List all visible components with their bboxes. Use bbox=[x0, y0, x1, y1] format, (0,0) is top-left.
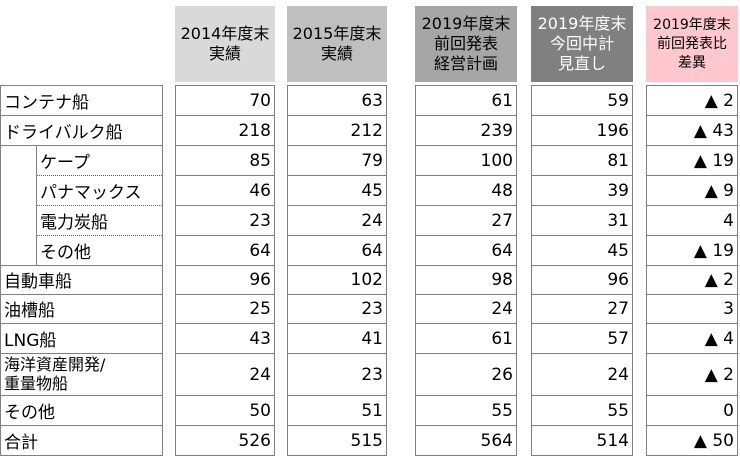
cell-offshore-heavylift-col1: 24 bbox=[175, 353, 275, 396]
cell-car-carrier-col3: 98 bbox=[415, 265, 517, 295]
cell-total-col4: 514 bbox=[531, 425, 633, 456]
cell-coal-carrier-col4: 31 bbox=[531, 205, 633, 236]
cell-cape-col4: 81 bbox=[531, 145, 633, 176]
cell-container-col5: ▲ 2 bbox=[646, 85, 738, 116]
cell-tanker-col4: 27 bbox=[531, 294, 633, 324]
row-label-lng: LNG船 bbox=[4, 330, 57, 351]
cell-dry-bulk-other-col2: 64 bbox=[287, 235, 387, 266]
cell-offshore-heavylift-col3: 26 bbox=[415, 353, 517, 396]
cell-dry-bulk-col3: 239 bbox=[415, 115, 517, 146]
cell-other-col5: 0 bbox=[646, 395, 738, 426]
label-rule-5 bbox=[0, 353, 163, 354]
label-rule-sub bbox=[0, 145, 37, 146]
cell-dry-bulk-other-col3: 64 bbox=[415, 235, 517, 266]
header-2015-actual: 2015年度末 実績 bbox=[287, 6, 387, 82]
label-rule-2 bbox=[0, 265, 163, 266]
cell-dry-bulk-other-col1: 64 bbox=[175, 235, 275, 266]
header-2014-actual: 2014年度末 実績 bbox=[175, 6, 275, 82]
label-rule-4 bbox=[0, 323, 163, 324]
cell-panamax-col4: 39 bbox=[531, 175, 633, 206]
cell-car-carrier-col4: 96 bbox=[531, 265, 633, 295]
cell-coal-carrier-col2: 24 bbox=[287, 205, 387, 236]
label-right-border bbox=[162, 85, 163, 455]
header-2019-previous-plan: 2019年度末 前回発表 経営計画 bbox=[415, 6, 517, 82]
cell-lng-col4: 57 bbox=[531, 323, 633, 354]
label-rule-3 bbox=[0, 294, 163, 295]
label-rule-6 bbox=[0, 395, 163, 396]
cell-panamax-col3: 48 bbox=[415, 175, 517, 206]
cell-dry-bulk-col2: 212 bbox=[287, 115, 387, 146]
subgroup-divider bbox=[36, 145, 37, 265]
row-label-other: その他 bbox=[4, 402, 55, 423]
cell-coal-carrier-col3: 27 bbox=[415, 205, 517, 236]
cell-total-col5: ▲ 50 bbox=[646, 425, 738, 456]
cell-car-carrier-col5: ▲ 2 bbox=[646, 265, 738, 295]
label-dotted-rule-1 bbox=[37, 205, 162, 206]
cell-total-col2: 515 bbox=[287, 425, 387, 456]
cell-tanker-col1: 25 bbox=[175, 294, 275, 324]
cell-dry-bulk-other-col4: 45 bbox=[531, 235, 633, 266]
cell-lng-col1: 43 bbox=[175, 323, 275, 354]
label-dotted-rule-2 bbox=[37, 235, 162, 236]
cell-other-col2: 51 bbox=[287, 395, 387, 426]
row-label-total: 合計 bbox=[4, 432, 38, 453]
cell-tanker-col2: 23 bbox=[287, 294, 387, 324]
cell-other-col4: 55 bbox=[531, 395, 633, 426]
cell-coal-carrier-col1: 23 bbox=[175, 205, 275, 236]
label-rule-8 bbox=[0, 455, 163, 456]
cell-container-col1: 70 bbox=[175, 85, 275, 116]
row-label-dry-bulk: ドライバルク船 bbox=[4, 122, 123, 143]
cell-panamax-col5: ▲ 9 bbox=[646, 175, 738, 206]
cell-cape-col1: 85 bbox=[175, 145, 275, 176]
cell-lng-col3: 61 bbox=[415, 323, 517, 354]
row-label-car-carrier: 自動車船 bbox=[4, 272, 72, 292]
cell-dry-bulk-col5: ▲ 43 bbox=[646, 115, 738, 146]
row-label-panamax: パナマックス bbox=[40, 182, 142, 203]
cell-panamax-col1: 46 bbox=[175, 175, 275, 206]
label-rule-sub-top bbox=[37, 145, 163, 146]
cell-cape-col2: 79 bbox=[287, 145, 387, 176]
cell-lng-col2: 41 bbox=[287, 323, 387, 354]
cell-car-carrier-col1: 96 bbox=[175, 265, 275, 295]
cell-offshore-heavylift-col2: 23 bbox=[287, 353, 387, 396]
row-label-offshore-heavylift: 海洋資産開発/ 重量物船 bbox=[4, 355, 106, 393]
row-label-dry-bulk-other: その他 bbox=[40, 242, 91, 263]
cell-offshore-heavylift-col5: ▲ 2 bbox=[646, 353, 738, 396]
label-rule-1 bbox=[0, 115, 163, 116]
label-rule-7 bbox=[0, 425, 163, 426]
header-difference: 2019年度末 前回発表比 差異 bbox=[646, 6, 738, 82]
row-label-tanker: 油槽船 bbox=[4, 301, 55, 321]
cell-coal-carrier-col5: 4 bbox=[646, 205, 738, 236]
cell-car-carrier-col2: 102 bbox=[287, 265, 387, 295]
cell-lng-col5: ▲ 4 bbox=[646, 323, 738, 354]
row-label-container: コンテナ船 bbox=[4, 92, 89, 113]
cell-panamax-col2: 45 bbox=[287, 175, 387, 206]
row-label-coal-carrier: 電力炭船 bbox=[40, 212, 108, 233]
cell-cape-col3: 100 bbox=[415, 145, 517, 176]
label-dotted-rule-0 bbox=[37, 175, 162, 176]
cell-tanker-col5: 3 bbox=[646, 294, 738, 324]
label-rule-0 bbox=[0, 85, 163, 86]
cell-dry-bulk-other-col5: ▲ 19 bbox=[646, 235, 738, 266]
header-2019-revised-plan: 2019年度末 今回中計 見直し bbox=[531, 6, 633, 82]
row-label-cape: ケープ bbox=[40, 152, 90, 173]
cell-tanker-col3: 24 bbox=[415, 294, 517, 324]
cell-container-col2: 63 bbox=[287, 85, 387, 116]
cell-container-col4: 59 bbox=[531, 85, 633, 116]
cell-total-col3: 564 bbox=[415, 425, 517, 456]
label-left-border bbox=[0, 85, 1, 455]
cell-other-col1: 50 bbox=[175, 395, 275, 426]
cell-offshore-heavylift-col4: 24 bbox=[531, 353, 633, 396]
cell-cape-col5: ▲ 19 bbox=[646, 145, 738, 176]
cell-dry-bulk-col1: 218 bbox=[175, 115, 275, 146]
cell-other-col3: 55 bbox=[415, 395, 517, 426]
cell-total-col1: 526 bbox=[175, 425, 275, 456]
cell-container-col3: 61 bbox=[415, 85, 517, 116]
cell-dry-bulk-col4: 196 bbox=[531, 115, 633, 146]
